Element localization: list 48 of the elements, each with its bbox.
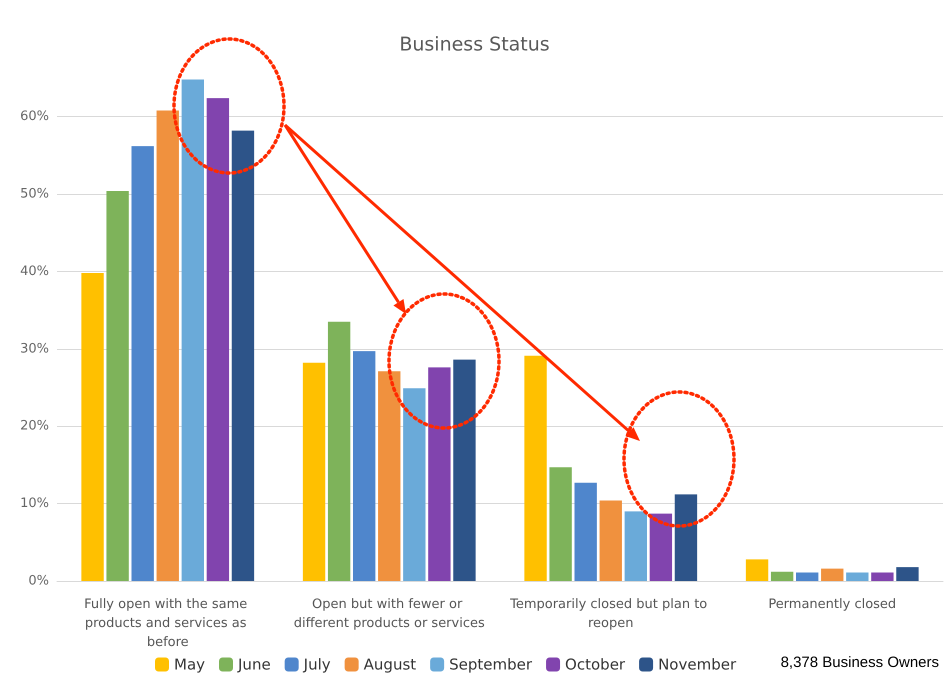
bar	[746, 559, 768, 581]
y-tick-label: 50%	[20, 186, 49, 202]
bar	[428, 367, 451, 581]
bar	[453, 360, 476, 581]
bar	[156, 110, 179, 581]
bar	[328, 322, 350, 581]
legend-label: November	[658, 656, 737, 674]
bar	[846, 572, 869, 581]
chart-title: Business Status	[399, 34, 550, 56]
bar	[524, 356, 547, 581]
bar	[871, 572, 894, 581]
x-tick-label: Fully open with the same products and services as before	[84, 597, 252, 650]
bar	[624, 511, 648, 581]
x-tick-label: Open but with fewer or different products or services	[294, 597, 485, 631]
bar	[674, 494, 698, 581]
bar	[302, 362, 326, 581]
y-tick-label: 20%	[20, 418, 49, 434]
bar	[378, 371, 400, 581]
legend-label: October	[565, 656, 626, 674]
bar	[206, 98, 230, 581]
legend-label: June	[237, 656, 271, 674]
legend-label: May	[174, 656, 206, 674]
bar	[352, 351, 376, 581]
bar	[770, 572, 794, 581]
legend-label: September	[449, 656, 533, 674]
bar	[106, 190, 129, 581]
x-tick-label: Permanently closed	[768, 597, 896, 612]
bar	[131, 146, 154, 581]
y-tick-label: 60%	[20, 109, 49, 124]
bar	[574, 482, 597, 581]
bar	[549, 467, 572, 581]
y-tick-label: 40%	[20, 264, 49, 279]
legend-label: August	[364, 656, 416, 674]
legend-label: July	[302, 656, 331, 674]
bar	[896, 567, 919, 581]
bar	[650, 514, 672, 581]
text: 8,378 Business Owners	[780, 654, 939, 671]
y-tick-label: 0%	[28, 574, 49, 588]
bar	[403, 388, 426, 581]
bar	[600, 500, 622, 581]
bar	[232, 130, 254, 581]
y-tick-label: 10%	[20, 496, 49, 512]
bar	[796, 572, 818, 581]
bar	[821, 568, 844, 581]
y-tick-label: 30%	[20, 341, 49, 356]
x-tick-label: Temporarily closed but plan to reopen	[509, 597, 712, 631]
bar	[182, 80, 204, 581]
bar	[81, 273, 104, 581]
